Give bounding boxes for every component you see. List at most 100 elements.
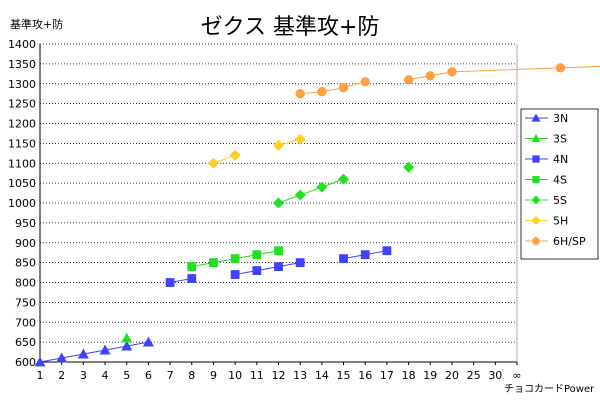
x-tick-label: 10 bbox=[228, 369, 242, 382]
legend-item: 4S bbox=[525, 174, 567, 187]
x-tick-label: 16 bbox=[358, 369, 372, 382]
legend-item: 5H bbox=[525, 215, 568, 228]
legend-item: 6H/SP bbox=[525, 235, 586, 248]
x-tick-label: 14 bbox=[315, 369, 329, 382]
legend-label: 4S bbox=[553, 174, 567, 187]
y-tick-label: 800 bbox=[15, 277, 36, 290]
data-point bbox=[294, 189, 306, 201]
legend-marker bbox=[531, 216, 541, 225]
x-tick-label: 15 bbox=[337, 369, 351, 382]
data-point bbox=[360, 77, 370, 87]
series-line bbox=[300, 81, 366, 95]
data-point bbox=[316, 181, 328, 193]
y-tick-label: 1400 bbox=[8, 38, 36, 51]
data-point bbox=[187, 262, 197, 271]
series-layer bbox=[34, 63, 600, 367]
data-point bbox=[447, 67, 457, 77]
legend-label: 3N bbox=[553, 112, 568, 125]
data-point bbox=[165, 278, 175, 287]
x-tick-label: 5 bbox=[123, 369, 130, 382]
x-tick-label: 3 bbox=[80, 369, 87, 382]
data-point bbox=[295, 89, 305, 99]
legend-marker bbox=[531, 195, 541, 205]
y-tick-label: 900 bbox=[15, 237, 36, 250]
x-tick-label: ∞ bbox=[512, 369, 521, 382]
data-point bbox=[230, 254, 240, 264]
legend-marker bbox=[532, 237, 540, 245]
series-5s bbox=[273, 161, 415, 209]
series-line bbox=[235, 262, 301, 276]
data-point bbox=[252, 266, 262, 275]
data-point bbox=[294, 133, 306, 145]
data-point bbox=[317, 87, 327, 97]
legend-marker bbox=[531, 134, 541, 143]
x-tick-label: 17 bbox=[380, 369, 394, 382]
data-point bbox=[34, 356, 46, 367]
legend-label: 5H bbox=[553, 215, 568, 228]
data-point bbox=[142, 336, 154, 347]
data-point bbox=[99, 344, 111, 355]
data-point bbox=[230, 270, 240, 279]
legend-box bbox=[520, 108, 599, 260]
series-line bbox=[278, 178, 344, 204]
y-tick-label: 600 bbox=[15, 356, 36, 369]
y-tick-label: 1100 bbox=[8, 157, 36, 170]
series-5h bbox=[207, 133, 306, 169]
data-point bbox=[187, 274, 197, 283]
data-point bbox=[339, 254, 348, 264]
x-tick-label: 13 bbox=[293, 369, 307, 382]
y-tick-label: 700 bbox=[15, 316, 36, 329]
legend-item: 5S bbox=[525, 194, 567, 207]
x-tick-label: 30 bbox=[488, 369, 502, 382]
x-tick-label: 6 bbox=[145, 369, 152, 382]
data-point bbox=[273, 197, 284, 209]
x-tick-label: 4 bbox=[102, 369, 109, 382]
data-point bbox=[274, 246, 283, 256]
x-tick-label: 9 bbox=[210, 369, 217, 382]
series-4n bbox=[165, 246, 392, 287]
series-line bbox=[39, 341, 149, 363]
data-point bbox=[382, 246, 392, 256]
data-point bbox=[121, 340, 133, 351]
data-point bbox=[56, 352, 68, 363]
legend-label: 3S bbox=[553, 133, 567, 146]
data-point bbox=[338, 83, 349, 93]
legend-marker bbox=[532, 155, 540, 163]
data-point bbox=[209, 258, 218, 268]
y-tick-label: 750 bbox=[15, 296, 36, 309]
data-point bbox=[77, 348, 89, 359]
series-3n bbox=[34, 336, 154, 367]
y-tick-label: 1050 bbox=[8, 177, 36, 190]
y-tick-label: 1200 bbox=[8, 118, 36, 131]
x-tick-label: 11 bbox=[250, 369, 264, 382]
data-point bbox=[403, 161, 415, 173]
series-3s bbox=[121, 332, 133, 343]
legend-item: 4N bbox=[525, 153, 568, 166]
x-tick-label: 2 bbox=[58, 369, 65, 382]
legend-item: 3S bbox=[525, 133, 567, 146]
y-tick-label: 1000 bbox=[8, 197, 36, 210]
y-tick-label: 1350 bbox=[8, 58, 36, 71]
data-point bbox=[360, 250, 370, 260]
legend-label: 6H/SP bbox=[553, 235, 586, 248]
y-tick-label: 650 bbox=[15, 336, 36, 349]
data-point bbox=[273, 139, 284, 151]
y-tick-label: 1250 bbox=[8, 98, 36, 111]
x-tick-label: 1 bbox=[37, 369, 44, 382]
data-point bbox=[274, 262, 283, 271]
y-tick-labels: 600 650 700 750 800 850 900 950 1000 1050 1100 1150… bbox=[8, 38, 36, 369]
chart-title: ゼクス 基準攻+防 bbox=[201, 15, 380, 40]
x-tick-label: 12 bbox=[272, 369, 286, 382]
x-tick-label: 20 bbox=[445, 369, 459, 382]
series-4s bbox=[187, 246, 283, 271]
data-point bbox=[229, 149, 241, 161]
x-tick-label: 18 bbox=[402, 369, 416, 382]
data-point bbox=[338, 173, 350, 185]
y-axis-label: 基準攻+防 bbox=[10, 17, 63, 31]
y-tick-label: 850 bbox=[15, 257, 36, 270]
y-tick-label: 1300 bbox=[8, 78, 36, 91]
legend-label: 4N bbox=[553, 153, 568, 166]
data-point bbox=[121, 332, 133, 343]
data-point bbox=[252, 250, 262, 260]
